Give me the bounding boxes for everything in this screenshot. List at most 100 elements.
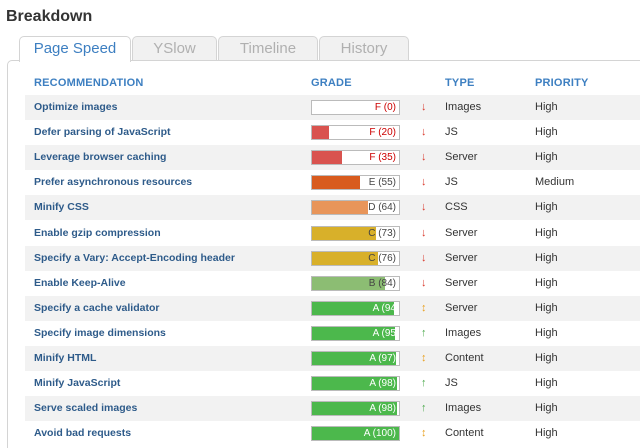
table-row[interactable]: Prefer asynchronous resources E (55) ↓ JS Me…	[25, 170, 640, 195]
grade-bar-fill	[312, 377, 398, 391]
type-value: JS	[445, 176, 458, 189]
grade-bar: A (100)	[311, 426, 400, 442]
grade-text: A (97)	[369, 353, 396, 364]
table-row[interactable]: Defer parsing of JavaScript F (20) ↓ JS High	[25, 120, 640, 145]
priority-value: High	[535, 402, 558, 415]
grade-bar-fill	[312, 126, 330, 140]
header-grade: GRADE	[311, 77, 352, 89]
arrow-up-icon: ↑	[421, 377, 427, 390]
recommendation-label[interactable]: Defer parsing of JavaScript	[34, 126, 171, 139]
table-row[interactable]: Optimize images F (0) ↓ Images High	[25, 95, 640, 120]
priority-value: High	[535, 201, 558, 214]
type-value: Server	[445, 226, 478, 239]
priority-value: High	[535, 226, 558, 239]
table-row[interactable]: Leverage browser caching F (35) ↓ Server Hig…	[25, 145, 640, 171]
type-value: Server	[445, 301, 478, 314]
recommendation-label[interactable]: Prefer asynchronous resources	[34, 176, 193, 189]
grade-bar: F (35)	[311, 150, 400, 166]
recommendation-label[interactable]: Enable Keep-Alive	[34, 276, 126, 289]
grade-bar-fill	[312, 326, 395, 340]
arrow-down-icon: ↓	[421, 226, 427, 239]
table-row[interactable]: Minify HTML A (97) ↕ Content High	[25, 346, 640, 371]
grade-bar: C (73)	[311, 225, 400, 241]
grade-text: A (98)	[369, 403, 396, 415]
type-value: Images	[445, 326, 482, 339]
priority-value: High	[535, 301, 558, 314]
recommendation-label[interactable]: Serve scaled images	[34, 402, 138, 415]
arrow-updown-icon: ↕	[421, 352, 427, 364]
arrow-down-icon: ↓	[421, 101, 427, 113]
grade-text: D (64)	[368, 202, 396, 214]
grade-text: A (95	[372, 327, 396, 339]
grade-bar: A (97)	[311, 351, 400, 366]
grade-bar: F (0)	[311, 100, 400, 115]
section-title: Breakdown	[6, 8, 93, 25]
grade-bar: A (95	[311, 325, 400, 341]
recommendation-label[interactable]: Minify JavaScript	[34, 377, 121, 390]
recommendation-label[interactable]: Enable gzip compression	[34, 226, 161, 239]
table-row[interactable]: Specify image dimensions A (95 ↑ Images High	[25, 321, 640, 346]
type-value: Server	[445, 276, 478, 289]
table-row[interactable]: Minify JavaScript A (98) ↑ JS High	[25, 371, 640, 396]
grade-bar-fill	[312, 176, 360, 190]
table-row[interactable]: Enable gzip compression C (73) ↓ Server High	[25, 221, 640, 246]
grade-bar: B (84)	[311, 275, 400, 291]
priority-value: High	[535, 427, 558, 440]
grade-text: A (98)	[369, 378, 396, 390]
priority-value: High	[535, 352, 558, 364]
priority-value: High	[535, 251, 558, 264]
arrow-updown-icon: ↕	[421, 427, 427, 440]
type-value: Content	[445, 352, 484, 364]
grade-bar: A (98)	[311, 376, 400, 392]
grade-bar-fill	[312, 201, 368, 215]
type-value: Server	[445, 251, 478, 264]
arrow-updown-icon: ↕	[421, 301, 427, 314]
arrow-down-icon: ↓	[421, 151, 427, 164]
type-value: Server	[445, 151, 478, 164]
recommendation-label[interactable]: Minify HTML	[34, 352, 97, 364]
header-recommendation: RECOMMENDATION	[34, 77, 144, 89]
grade-bar: D (64)	[311, 200, 400, 216]
table-row[interactable]: Specify a cache validator A (94 ↕ Server Hig…	[25, 295, 640, 321]
priority-value: High	[535, 326, 558, 339]
tab-history[interactable]: History	[319, 36, 409, 61]
tab-yslow[interactable]: YSlow	[132, 36, 217, 61]
priority-value: High	[535, 377, 558, 390]
arrow-down-icon: ↓	[421, 251, 427, 264]
tab-timeline[interactable]: Timeline	[218, 36, 318, 61]
arrow-up-icon: ↑	[421, 402, 427, 415]
recommendation-label[interactable]: Specify image dimensions	[34, 326, 166, 339]
arrow-down-icon: ↓	[421, 276, 427, 289]
grade-bar: A (98)	[311, 401, 400, 417]
grade-bar: C (76)	[311, 250, 400, 266]
arrow-down-icon: ↓	[421, 126, 427, 139]
recommendation-label[interactable]: Optimize images	[34, 101, 118, 113]
arrow-up-icon: ↑	[421, 326, 427, 339]
priority-value: High	[535, 126, 558, 139]
table-row[interactable]: Avoid bad requests A (100) ↕ Content High	[25, 421, 640, 446]
table-row[interactable]: Specify a Vary: Accept-Encoding header C …	[25, 245, 640, 271]
recommendation-label[interactable]: Specify a cache validator	[34, 301, 160, 314]
grade-bar-fill	[312, 151, 343, 165]
type-value: Images	[445, 402, 482, 415]
priority-value: High	[535, 276, 558, 289]
recommendation-label[interactable]: Avoid bad requests	[34, 427, 132, 440]
table-row[interactable]: Minify CSS D (64) ↓ CSS High	[25, 195, 640, 221]
grade-bar-fill	[312, 427, 399, 441]
grade-bar-fill	[312, 301, 394, 315]
grade-text: C (76)	[368, 252, 396, 264]
tab-page-speed[interactable]: Page Speed	[19, 36, 131, 62]
type-value: Images	[445, 101, 482, 113]
grade-text: A (100)	[363, 428, 396, 440]
arrow-down-icon: ↓	[421, 201, 427, 214]
recommendation-label[interactable]: Minify CSS	[34, 201, 89, 214]
grade-text: C (73)	[368, 227, 396, 239]
grade-bar-fill	[312, 226, 376, 240]
recommendation-label[interactable]: Leverage browser caching	[34, 151, 167, 164]
recommendation-label[interactable]: Specify a Vary: Accept-Encoding header	[34, 251, 235, 264]
grade-text: B (84)	[368, 277, 396, 289]
grade-bar-fill	[312, 352, 397, 365]
table-row[interactable]: Enable Keep-Alive B (84) ↓ Server High	[25, 271, 640, 296]
table-row[interactable]: Serve scaled images A (98) ↑ Images High	[25, 396, 640, 422]
grade-bar-fill	[312, 251, 379, 265]
